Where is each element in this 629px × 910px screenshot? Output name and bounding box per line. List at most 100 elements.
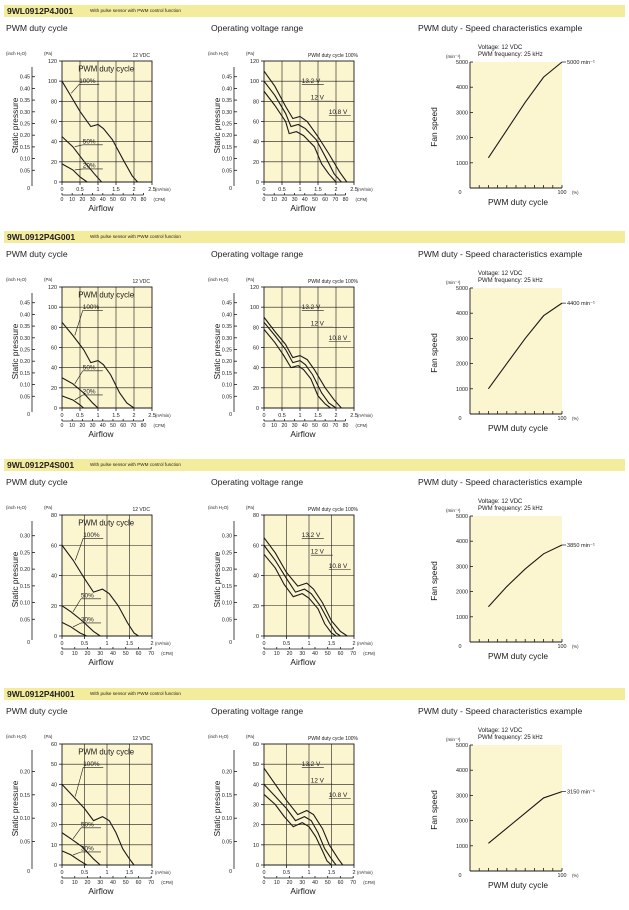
cfm-tick-label: 30 xyxy=(299,651,305,657)
pa-tick-label: 100 xyxy=(250,305,259,311)
series-line-12v xyxy=(263,321,337,409)
origin-label: 0 xyxy=(459,190,462,196)
model-subtitle: With pulse sensor with PWM control funct… xyxy=(90,8,181,13)
pa-tick-label: 20 xyxy=(253,823,259,829)
cfm-tick-label: 0 xyxy=(61,880,64,886)
speed-tick-label: 2000 xyxy=(456,590,468,596)
inch-zero-label: 0 xyxy=(27,412,30,418)
m3-tick-label: 1 xyxy=(299,187,302,193)
m3-tick-label: 1 xyxy=(308,641,311,647)
voltage-curve-label: 13.2 V xyxy=(302,532,321,539)
unit-pa-label: (Pa) xyxy=(44,51,53,56)
duty-max-label: 100 xyxy=(558,873,567,879)
origin-label: 0 xyxy=(459,644,462,650)
voltage-curve-label: 13.2 V xyxy=(302,304,321,311)
duty-curve-label: 100% xyxy=(83,761,100,768)
unit-pa-label: (Pa) xyxy=(44,277,53,282)
m3-tick-label: 2 xyxy=(151,870,154,876)
unit-cfm-label: (CFM) xyxy=(356,197,368,202)
pa-tick-label: 50 xyxy=(253,762,259,768)
pct-unit-label: (%) xyxy=(572,190,579,195)
volt-chart-1: (inch H₂O) (Pa)0204060801001200.450.400.3… xyxy=(208,277,373,439)
m3-tick-label: 0 xyxy=(263,187,266,193)
unit-pa-label: (Pa) xyxy=(246,734,255,739)
speed-y-title: Fan speed xyxy=(429,333,439,373)
cfm-tick-label: 60 xyxy=(120,423,126,429)
cfm-tick-label: 80 xyxy=(343,197,349,203)
m3-tick-label: 0 xyxy=(61,187,64,193)
label-leader xyxy=(74,310,84,336)
voltage-curve-label: 12 V xyxy=(311,95,325,102)
inch-tick-label: 0.30 xyxy=(20,110,30,116)
series-line-50 xyxy=(61,377,99,409)
pa-tick-label: 0 xyxy=(256,180,259,186)
pa-tick-label: 60 xyxy=(253,346,259,352)
y-axis-title: Static pressure xyxy=(10,551,20,607)
inch-zero-label: 0 xyxy=(229,412,232,418)
inch-tick-label: 0.10 xyxy=(222,383,232,389)
inch-tick-label: 0.10 xyxy=(222,601,232,607)
pa-tick-label: 60 xyxy=(51,346,57,352)
pa-tick-label: 60 xyxy=(51,120,57,126)
y-axis-title: Static pressure xyxy=(10,780,20,836)
pa-tick-label: 40 xyxy=(253,140,259,146)
model-section: 9WL0912P4S001 With pulse sensor with PWM … xyxy=(0,459,629,681)
cfm-tick-label: 30 xyxy=(292,197,298,203)
m3-tick-label: 0.5 xyxy=(81,870,89,876)
series-line-100 xyxy=(61,544,139,637)
cfm-tick-label: 10 xyxy=(69,197,75,203)
unit-inch-label: (inch H₂O) xyxy=(6,734,27,739)
cfm-tick-label: 60 xyxy=(322,197,328,203)
series-line-108v xyxy=(263,553,337,637)
pa-tick-label: 60 xyxy=(253,120,259,126)
pct-unit-label: (%) xyxy=(572,644,579,649)
pa-tick-label: 80 xyxy=(253,513,259,519)
unit-cfm-label: (CFM) xyxy=(161,651,173,656)
plot-area xyxy=(470,62,562,188)
unit-cfm-label: (CFM) xyxy=(161,880,173,885)
inch-tick-label: 0.15 xyxy=(222,584,232,590)
m3-tick-label: 1.5 xyxy=(126,641,134,647)
pa-tick-label: 100 xyxy=(48,79,57,85)
inch-tick-label: 0.15 xyxy=(222,793,232,799)
pa-tick-label: 20 xyxy=(51,604,57,610)
pa-tick-label: 0 xyxy=(54,634,57,640)
speed-x-title: PWM duty cycle xyxy=(488,197,548,207)
cfm-tick-label: 70 xyxy=(148,880,154,886)
duty-chart-3: (inch H₂O) (Pa)01020304050600.200.150.100… xyxy=(6,734,174,896)
unit-cfm-label: (CFM) xyxy=(154,423,166,428)
speed-tick-label: 3000 xyxy=(456,336,468,342)
m3-tick-label: 2.5 xyxy=(148,187,156,193)
inch-tick-label: 0.25 xyxy=(20,348,30,354)
y-axis-title: Static pressure xyxy=(212,780,222,836)
unit-pa-label: (Pa) xyxy=(44,734,53,739)
pa-tick-label: 100 xyxy=(250,79,259,85)
m3-tick-label: 0 xyxy=(263,641,266,647)
cfm-tick-label: 80 xyxy=(141,423,147,429)
cfm-tick-label: 10 xyxy=(274,880,280,886)
panel-title: PWM duty - Speed characteristics example xyxy=(418,23,583,33)
inch-tick-label: 0.30 xyxy=(222,110,232,116)
cfm-tick-label: 40 xyxy=(100,197,106,203)
m3-tick-label: 2 xyxy=(151,641,154,647)
m3-tick-label: 0 xyxy=(263,413,266,419)
x-axis-title: Airflow xyxy=(88,886,114,896)
m3-tick-label: 0 xyxy=(61,870,64,876)
speed-tick-label: 2000 xyxy=(456,362,468,368)
origin-label: 0 xyxy=(459,416,462,422)
m3-tick-label: 2 xyxy=(353,870,356,876)
inch-tick-label: 0.45 xyxy=(222,75,232,81)
inch-tick-label: 0.05 xyxy=(20,168,30,174)
m3-tick-label: 2.5 xyxy=(350,413,358,419)
unit-m3-label: (m³/min) xyxy=(155,187,171,192)
inch-tick-label: 0.25 xyxy=(222,122,232,128)
cfm-tick-label: 0 xyxy=(61,197,64,203)
max-speed-label: 3850 min⁻¹ xyxy=(567,543,595,549)
charts-row: (inch H₂O) (Pa)0204060800.300.250.200.150… xyxy=(6,499,595,667)
speed-x-title: PWM duty cycle xyxy=(488,880,548,890)
x-axis-title: Airflow xyxy=(88,657,114,667)
pwm-duty-label: PWM duty cycle xyxy=(78,64,134,73)
duty-curve-label: 50% xyxy=(81,592,94,599)
inch-tick-label: 0.35 xyxy=(20,98,30,104)
cfm-tick-label: 60 xyxy=(136,651,142,657)
